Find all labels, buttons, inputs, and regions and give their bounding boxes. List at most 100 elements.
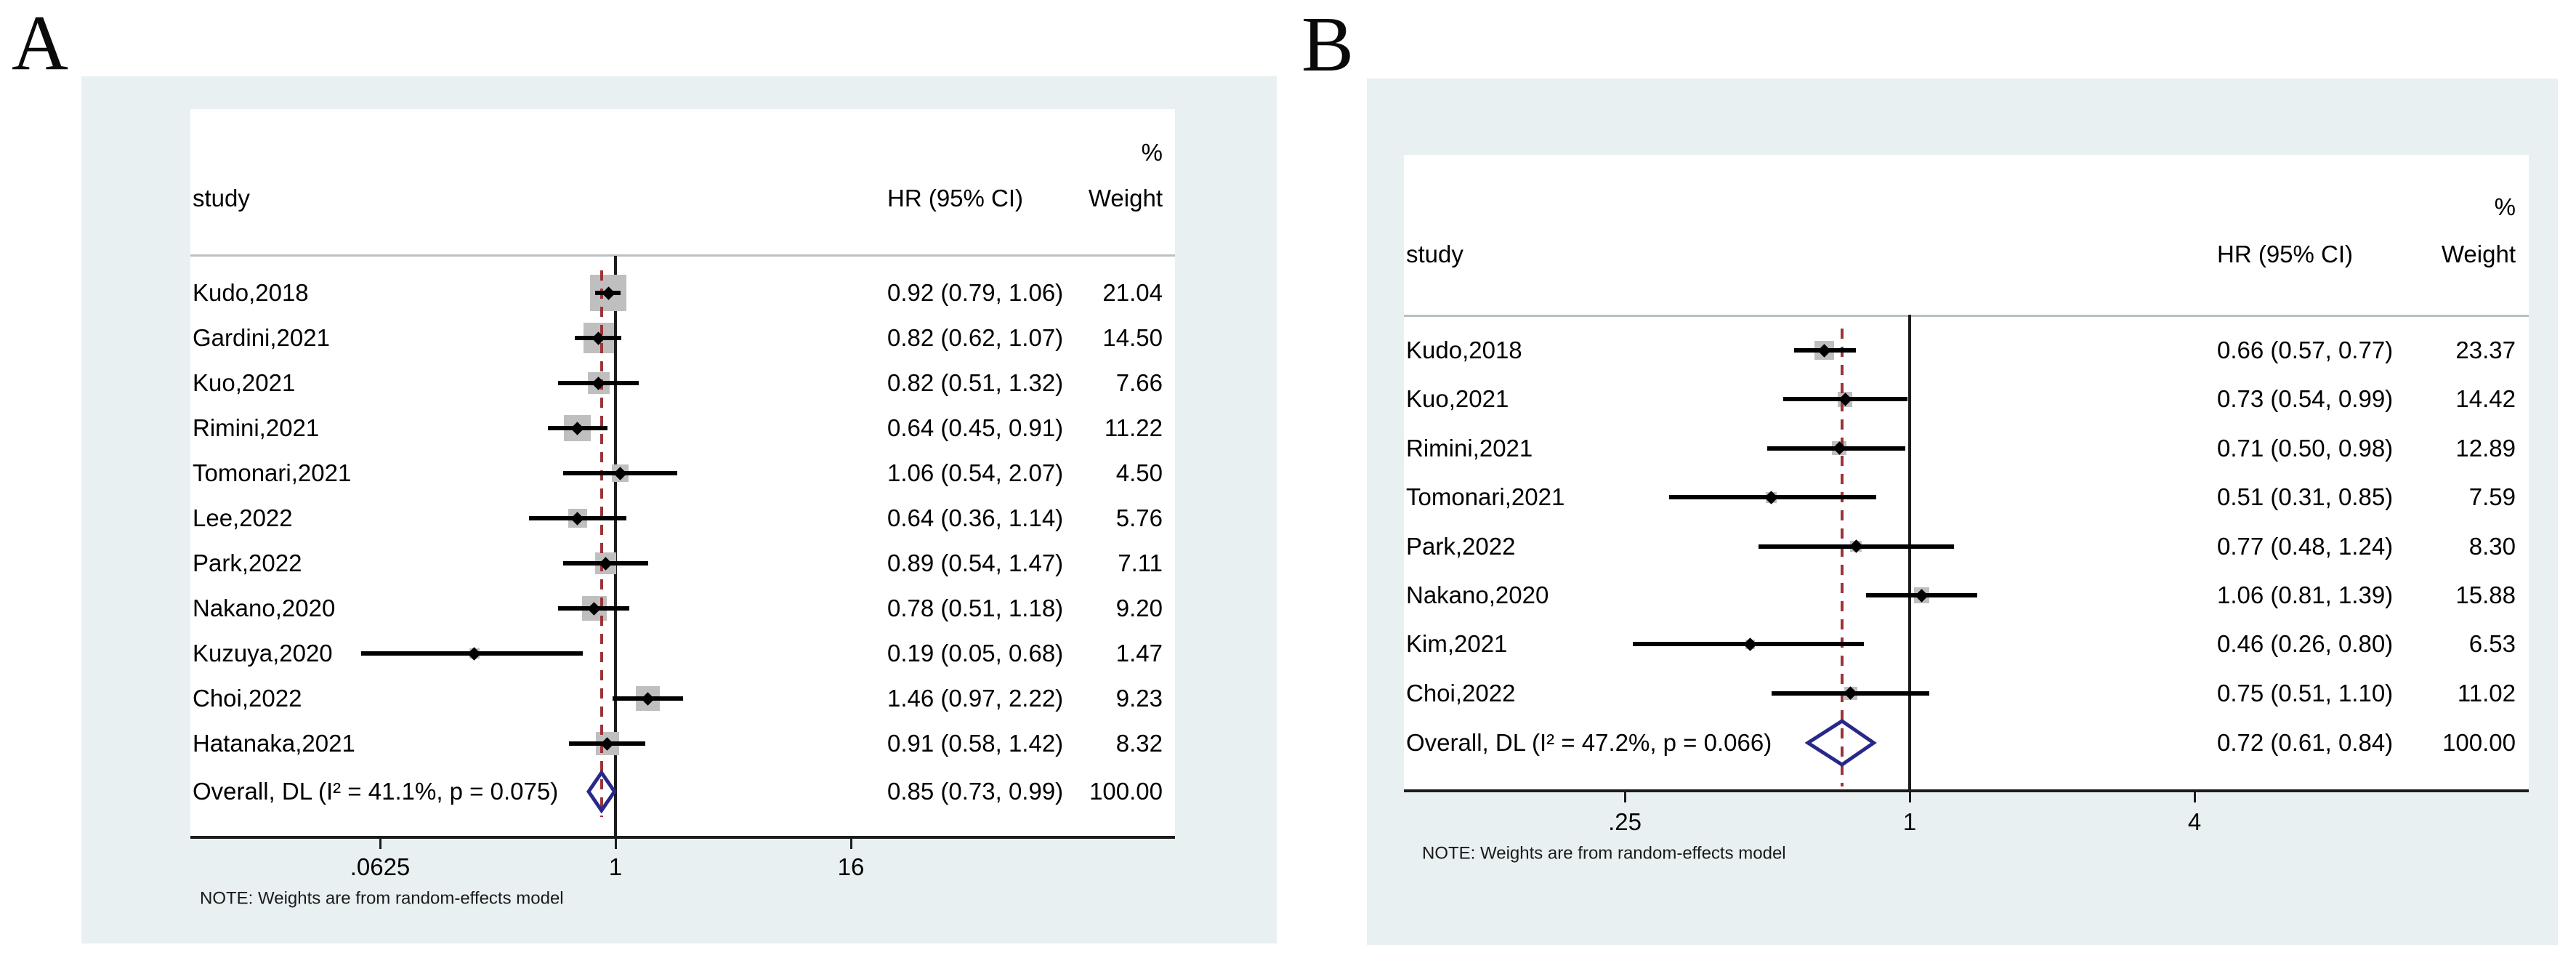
- hr-value: 0.75 (0.51, 1.10): [2217, 680, 2394, 707]
- study-label: Park,2022: [1406, 532, 1516, 560]
- weight-value: 6.53: [2468, 630, 2516, 658]
- axis-tick: [1623, 791, 1626, 802]
- study-label: Rimini,2021: [1406, 435, 1533, 462]
- weight-value: 8.30: [2468, 532, 2516, 560]
- hr-column-header: HR (95% CI): [2217, 241, 2354, 268]
- study-label: Nakano,2020: [193, 595, 336, 622]
- x-axis-line: [1404, 789, 2529, 792]
- weight-value: 12.89: [2455, 435, 2516, 462]
- study-column-header: study: [1406, 241, 1463, 268]
- axis-tick-label: 1: [1902, 808, 1917, 836]
- overall-hr-value: 0.85 (0.73, 0.99): [887, 778, 1064, 805]
- hr-value: 0.64 (0.45, 0.91): [887, 414, 1064, 442]
- weights-note: NOTE: Weights are from random-effects mo…: [1422, 843, 1786, 864]
- hr-value: 1.46 (0.97, 2.22): [887, 685, 1064, 712]
- weight-value: 9.23: [1115, 685, 1163, 712]
- study-label: Tomonari,2021: [1406, 483, 1565, 511]
- axis-tick-label: .0625: [350, 853, 411, 881]
- overall-weight-value: 100.00: [2442, 729, 2516, 757]
- study-label: Lee,2022: [193, 504, 293, 532]
- hr-value: 0.82 (0.62, 1.07): [887, 324, 1064, 352]
- hr-value: 0.91 (0.58, 1.42): [887, 730, 1064, 757]
- weight-value: 7.66: [1115, 369, 1163, 397]
- study-label: Gardini,2021: [193, 324, 330, 352]
- hr-value: 1.06 (0.81, 1.39): [2217, 581, 2394, 609]
- header-rule: [190, 254, 1175, 257]
- study-label: Kuzuya,2020: [193, 640, 333, 667]
- panel-b-letter: B: [1301, 1, 1354, 88]
- overall-weight-value: 100.00: [1089, 778, 1163, 805]
- panel-b-plot-area: [1404, 155, 2529, 791]
- hr-value: 0.89 (0.54, 1.47): [887, 550, 1064, 577]
- hr-value: 0.82 (0.51, 1.32): [887, 369, 1064, 397]
- hr-value: 0.78 (0.51, 1.18): [887, 595, 1064, 622]
- axis-tick: [614, 837, 617, 849]
- study-label: Kuo,2021: [193, 369, 296, 397]
- overall-diamond: [586, 770, 617, 813]
- hr-value: 0.64 (0.36, 1.14): [887, 504, 1064, 532]
- percent-header: %: [1141, 139, 1163, 166]
- weight-value: 4.50: [1115, 459, 1163, 487]
- hr-value: 0.46 (0.26, 0.80): [2217, 630, 2394, 658]
- weight-value: 14.42: [2455, 385, 2516, 413]
- study-column-header: study: [193, 185, 250, 212]
- weight-value: 23.37: [2455, 337, 2516, 364]
- study-label: Tomonari,2021: [193, 459, 352, 487]
- weights-note: NOTE: Weights are from random-effects mo…: [200, 888, 564, 909]
- weight-value: 21.04: [1102, 279, 1163, 307]
- overall-dashed-line: [1841, 329, 1844, 786]
- axis-tick-label: 1: [608, 853, 623, 881]
- null-line: [614, 256, 617, 837]
- overall-label: Overall, DL (I² = 41.1%, p = 0.075): [193, 778, 559, 805]
- axis-tick: [379, 837, 381, 849]
- overall-diamond: [1805, 718, 1877, 768]
- study-label: Choi,2022: [1406, 680, 1516, 707]
- panel-a-letter: A: [12, 0, 68, 86]
- axis-tick-label: 16: [837, 853, 865, 881]
- weight-value: 9.20: [1115, 595, 1163, 622]
- panel-a-plot-area: [190, 109, 1175, 837]
- axis-tick-label: 4: [2187, 808, 2202, 836]
- weight-value: 1.47: [1115, 640, 1163, 667]
- overall-dashed-line: [600, 270, 603, 817]
- hr-value: 0.92 (0.79, 1.06): [887, 279, 1064, 307]
- weight-column-header: Weight: [2441, 241, 2516, 268]
- overall-label: Overall, DL (I² = 47.2%, p = 0.066): [1406, 729, 1772, 757]
- hr-value: 0.77 (0.48, 1.24): [2217, 532, 2394, 560]
- study-label: Kuo,2021: [1406, 385, 1509, 413]
- weight-value: 7.11: [1118, 550, 1163, 577]
- weight-value: 14.50: [1102, 324, 1163, 352]
- study-label: Kudo,2018: [1406, 337, 1522, 364]
- study-label: Park,2022: [193, 550, 302, 577]
- hr-value: 0.51 (0.31, 0.85): [2217, 483, 2394, 511]
- hr-value: 0.71 (0.50, 0.98): [2217, 435, 2394, 462]
- hr-value: 0.73 (0.54, 0.99): [2217, 385, 2394, 413]
- axis-tick-label: .25: [1608, 808, 1642, 836]
- axis-tick: [2193, 791, 2196, 802]
- study-label: Choi,2022: [193, 685, 302, 712]
- axis-tick: [1908, 791, 1911, 802]
- weight-value: 8.32: [1115, 730, 1163, 757]
- weight-column-header: Weight: [1088, 185, 1163, 212]
- study-label: Kudo,2018: [193, 279, 309, 307]
- null-line: [1908, 315, 1911, 791]
- hr-value: 0.66 (0.57, 0.77): [2217, 337, 2394, 364]
- weight-value: 11.22: [1104, 414, 1163, 442]
- study-label: Nakano,2020: [1406, 581, 1549, 609]
- percent-header: %: [2494, 193, 2516, 221]
- x-axis-line: [190, 836, 1175, 839]
- study-label: Hatanaka,2021: [193, 730, 355, 757]
- weight-value: 11.02: [2457, 680, 2516, 707]
- hr-value: 1.06 (0.54, 2.07): [887, 459, 1064, 487]
- study-label: Kim,2021: [1406, 630, 1508, 658]
- hr-value: 0.19 (0.05, 0.68): [887, 640, 1064, 667]
- header-rule: [1404, 315, 2529, 317]
- weight-value: 15.88: [2455, 581, 2516, 609]
- weight-value: 7.59: [2468, 483, 2516, 511]
- hr-column-header: HR (95% CI): [887, 185, 1024, 212]
- weight-value: 5.76: [1115, 504, 1163, 532]
- study-label: Rimini,2021: [193, 414, 320, 442]
- overall-hr-value: 0.72 (0.61, 0.84): [2217, 729, 2394, 757]
- axis-tick: [849, 837, 852, 849]
